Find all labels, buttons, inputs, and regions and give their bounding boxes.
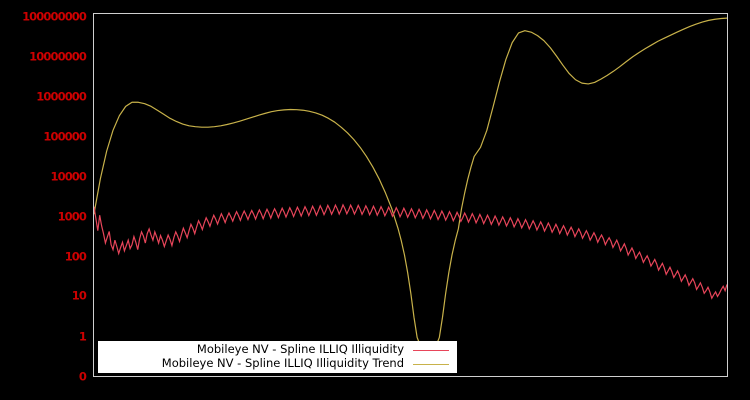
legend: Mobileye NV - Spline ILLIQ Illiquidity M… bbox=[98, 341, 457, 373]
plot-area bbox=[93, 13, 728, 377]
y-axis: 100000000 10000000 1000000 100000 10000 … bbox=[0, 0, 90, 400]
y-tick-label-0: 0 bbox=[78, 369, 87, 384]
legend-label-illiquidity: Mobileye NV - Spline ILLIQ Illiquidity bbox=[196, 342, 404, 357]
y-tick-label-100000: 100000 bbox=[43, 129, 87, 144]
series-canvas bbox=[94, 17, 727, 360]
y-tick-label-10000000: 10000000 bbox=[29, 49, 87, 64]
legend-entry-illiquidity[interactable]: Mobileye NV - Spline ILLIQ Illiquidity bbox=[98, 343, 457, 357]
line-swatch-gold-icon bbox=[413, 363, 449, 365]
y-tick-label-100000000: 100000000 bbox=[22, 9, 87, 24]
y-tick-label-1000: 1000 bbox=[57, 209, 87, 224]
legend-label-illiquidity-trend: Mobileye NV - Spline ILLIQ Illiquidity T… bbox=[161, 356, 404, 371]
y-tick-label-10: 10 bbox=[71, 288, 87, 303]
y-tick-label-10000: 10000 bbox=[50, 169, 86, 184]
line-swatch-red-icon bbox=[413, 349, 449, 351]
y-tick-label-1000000: 1000000 bbox=[36, 89, 87, 104]
y-tick-label-1: 1 bbox=[78, 329, 87, 344]
y-tick-label-100: 100 bbox=[64, 249, 87, 264]
trend-line-series bbox=[94, 17, 727, 360]
illiquidity-line-series bbox=[94, 203, 727, 300]
legend-entry-illiquidity-trend[interactable]: Mobileye NV - Spline ILLIQ Illiquidity T… bbox=[98, 357, 457, 371]
